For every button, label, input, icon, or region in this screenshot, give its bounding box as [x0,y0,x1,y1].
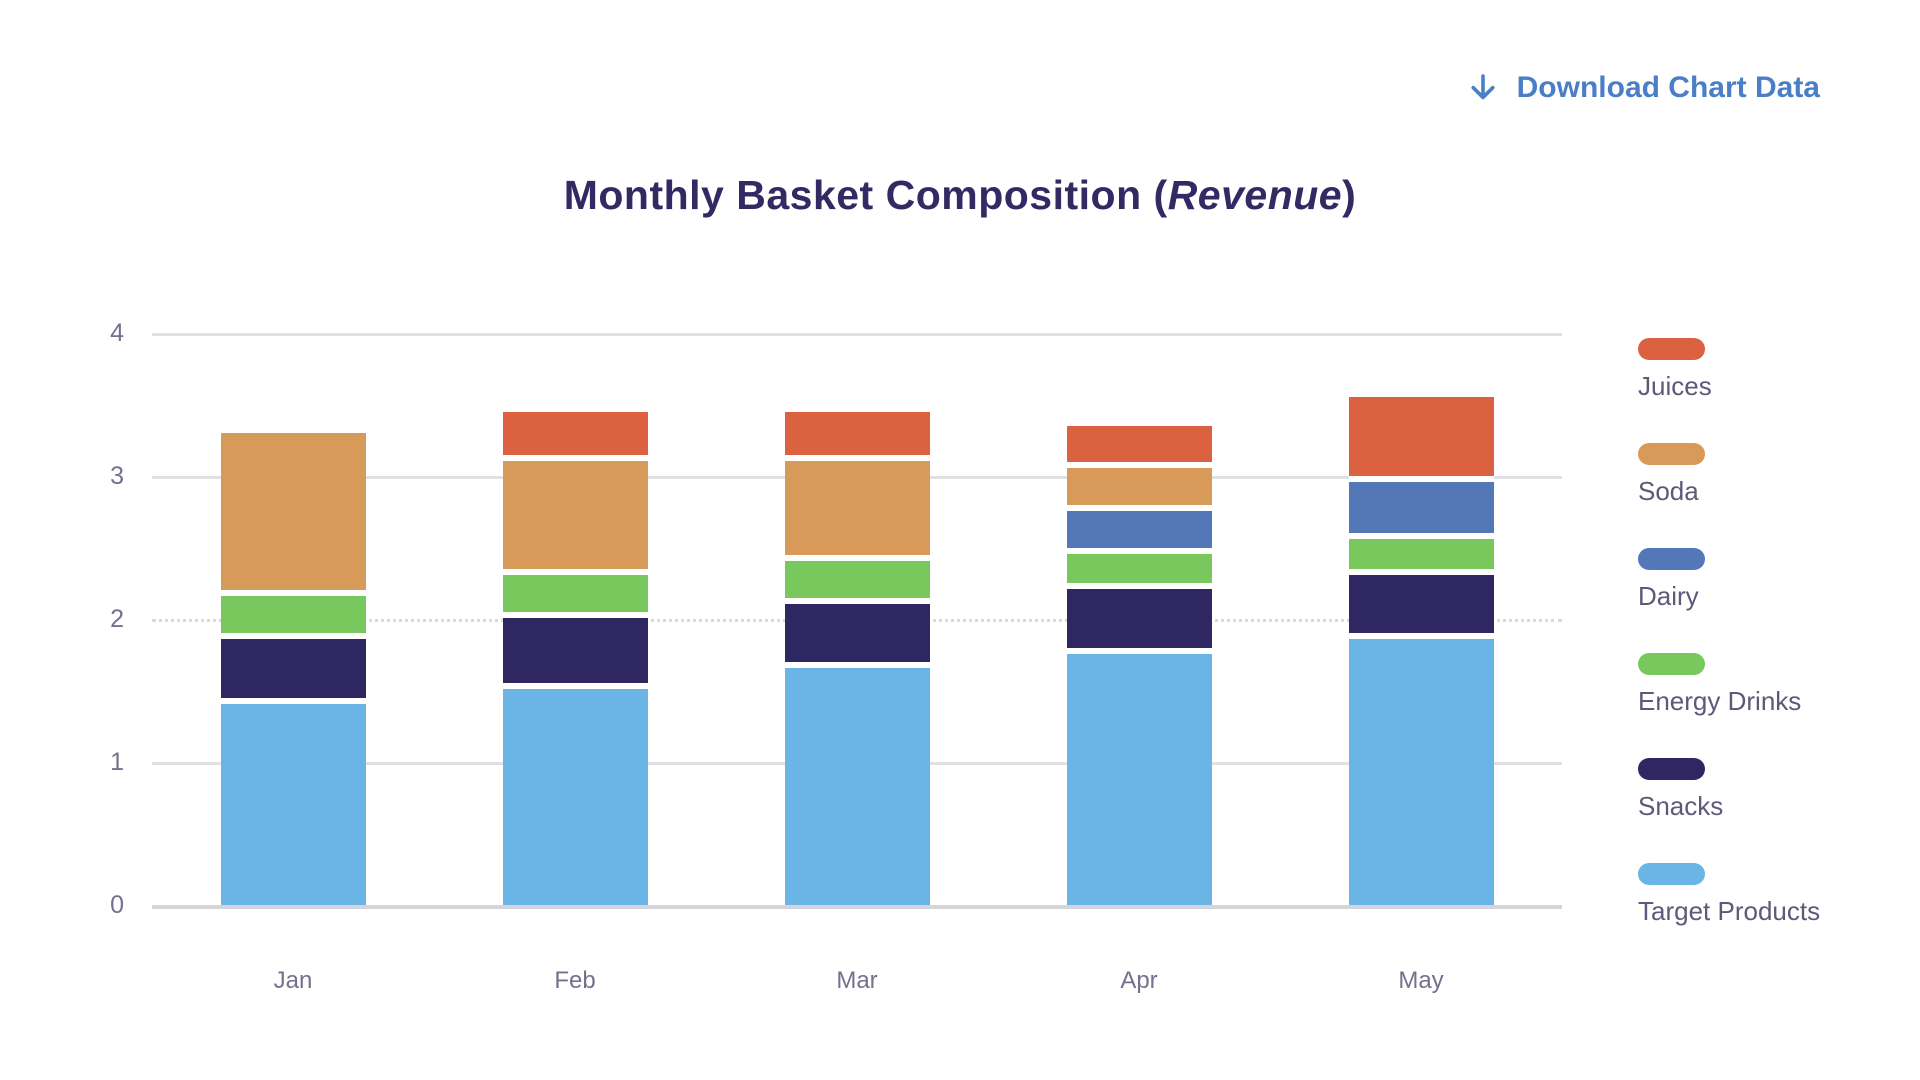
bar-segment-target-products-mar [784,661,930,905]
download-link-label: Download Chart Data [1516,71,1820,104]
bar-segment-soda-jan [220,433,366,591]
plot-area: 0 1 2 3 4 Jan Feb Mar Apr May [110,319,1562,994]
bar-segment-dairy-may [1348,476,1494,534]
bar-segment-snacks-apr [1066,583,1212,648]
x-axis-label-apr: Apr [1120,967,1158,994]
legend-item-energy-drinks: Energy Drinks [1638,653,1820,717]
legend-item-juices: Juices [1638,338,1820,402]
legend: Juices Soda Dairy Energy Drinks Snacks Target… [1638,338,1820,927]
bar-segment-energy-drinks-mar [784,554,930,598]
bar-segment-snacks-may [1348,568,1494,634]
download-chart-data-link[interactable]: Download Chart Data [1465,70,1820,106]
y-axis-tick-label-2: 2 [110,605,124,633]
chart-title-text: Monthly Basket Composition ( [563,172,1168,218]
bar-segment-soda-feb [502,454,648,569]
chart-title-suffix: ) [1342,172,1357,218]
bar-segment-soda-mar [784,454,930,555]
legend-swatch-snacks [1638,758,1705,780]
bar-segment-snacks-mar [784,597,930,662]
bar-segment-target-products-may [1348,633,1494,905]
gridline-4 [152,333,1562,336]
legend-label-energy-drinks: Energy Drinks [1638,686,1802,716]
bar-segment-target-products-jan [220,697,366,905]
y-axis-tick-label-1: 1 [110,748,124,776]
arrow-down-icon [1465,70,1501,106]
legend-item-snacks: Snacks [1638,758,1820,822]
y-axis-tick-label-4: 4 [110,319,124,347]
bar-segment-energy-drinks-jan [220,590,366,634]
bar-segment-energy-drinks-may [1348,533,1494,569]
bar-segment-energy-drinks-feb [502,568,648,612]
legend-item-soda: Soda [1638,443,1820,507]
legend-item-dairy: Dairy [1638,548,1820,612]
bar-segment-juices-apr [1066,425,1212,462]
bar-segment-target-products-apr [1066,647,1212,905]
legend-label-soda: Soda [1638,476,1699,506]
legend-swatch-energy-drinks [1638,653,1705,675]
bar-segment-juices-may [1348,397,1494,476]
y-axis-tick-label-3: 3 [110,462,124,490]
bar-segment-target-products-feb [502,683,648,905]
legend-label-juices: Juices [1638,371,1712,401]
legend-label-dairy: Dairy [1638,581,1699,611]
legend-label-target-products: Target Products [1638,896,1821,926]
bar-segment-juices-mar [784,411,930,455]
bar-segment-soda-apr [1066,461,1212,505]
legend-label-snacks: Snacks [1638,791,1724,821]
legend-swatch-target-products [1638,863,1705,885]
legend-swatch-soda [1638,443,1705,465]
x-axis-label-jan: Jan [273,967,313,994]
bar-segment-juices-feb [502,411,648,455]
bar-segment-dairy-apr [1066,504,1212,548]
bar-segment-snacks-jan [220,633,366,698]
legend-item-target-products: Target Products [1638,863,1820,927]
bar-segment-energy-drinks-apr [1066,547,1212,584]
chart-title-italic-text: Revenue [1167,172,1343,218]
legend-swatch-juices [1638,338,1705,360]
gridline-0 [152,905,1562,909]
chart-title: Monthly Basket Composition (Revenue) [0,172,1920,219]
y-axis-tick-label-0: 0 [110,891,124,919]
x-axis-label-mar: Mar [836,967,878,994]
legend-swatch-dairy [1638,548,1705,570]
x-axis-label-feb: Feb [554,967,596,994]
x-axis-label-may: May [1398,967,1444,994]
bar-segment-snacks-feb [502,611,648,684]
